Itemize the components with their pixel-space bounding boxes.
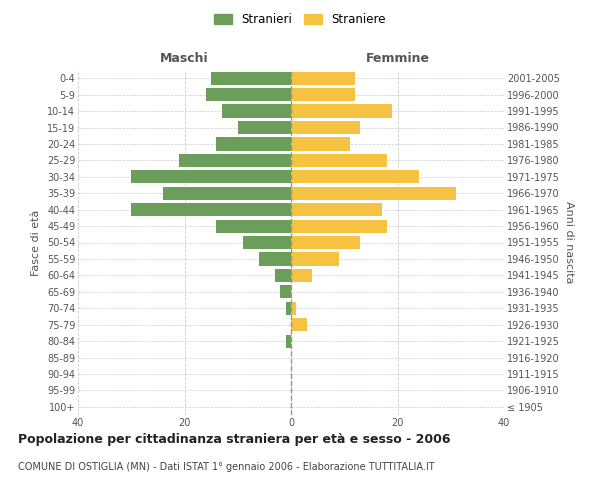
Bar: [163, 186, 291, 200]
Bar: [291, 186, 456, 200]
Bar: [291, 138, 350, 150]
Bar: [217, 138, 291, 150]
Y-axis label: Fasce di età: Fasce di età: [31, 210, 41, 276]
Bar: [291, 269, 313, 282]
Bar: [211, 72, 291, 85]
Bar: [259, 252, 291, 266]
Bar: [291, 236, 360, 249]
Text: Popolazione per cittadinanza straniera per età e sesso - 2006: Popolazione per cittadinanza straniera p…: [18, 432, 451, 446]
Bar: [291, 121, 360, 134]
Bar: [222, 104, 291, 118]
Y-axis label: Anni di nascita: Anni di nascita: [563, 201, 574, 283]
Bar: [291, 203, 382, 216]
Bar: [291, 154, 387, 167]
Bar: [291, 170, 419, 183]
Text: COMUNE DI OSTIGLIA (MN) - Dati ISTAT 1° gennaio 2006 - Elaborazione TUTTITALIA.I: COMUNE DI OSTIGLIA (MN) - Dati ISTAT 1° …: [18, 462, 434, 472]
Bar: [131, 170, 291, 183]
Bar: [286, 334, 291, 347]
Text: Femmine: Femmine: [365, 52, 430, 65]
Legend: Stranieri, Straniere: Stranieri, Straniere: [209, 8, 391, 31]
Bar: [291, 220, 387, 232]
Bar: [179, 154, 291, 167]
Bar: [286, 302, 291, 315]
Bar: [291, 318, 307, 331]
Bar: [217, 220, 291, 232]
Bar: [280, 285, 291, 298]
Bar: [238, 121, 291, 134]
Text: Maschi: Maschi: [160, 52, 209, 65]
Bar: [291, 88, 355, 101]
Bar: [291, 252, 339, 266]
Bar: [131, 203, 291, 216]
Bar: [291, 104, 392, 118]
Bar: [275, 269, 291, 282]
Bar: [206, 88, 291, 101]
Bar: [243, 236, 291, 249]
Bar: [291, 72, 355, 85]
Bar: [291, 302, 296, 315]
